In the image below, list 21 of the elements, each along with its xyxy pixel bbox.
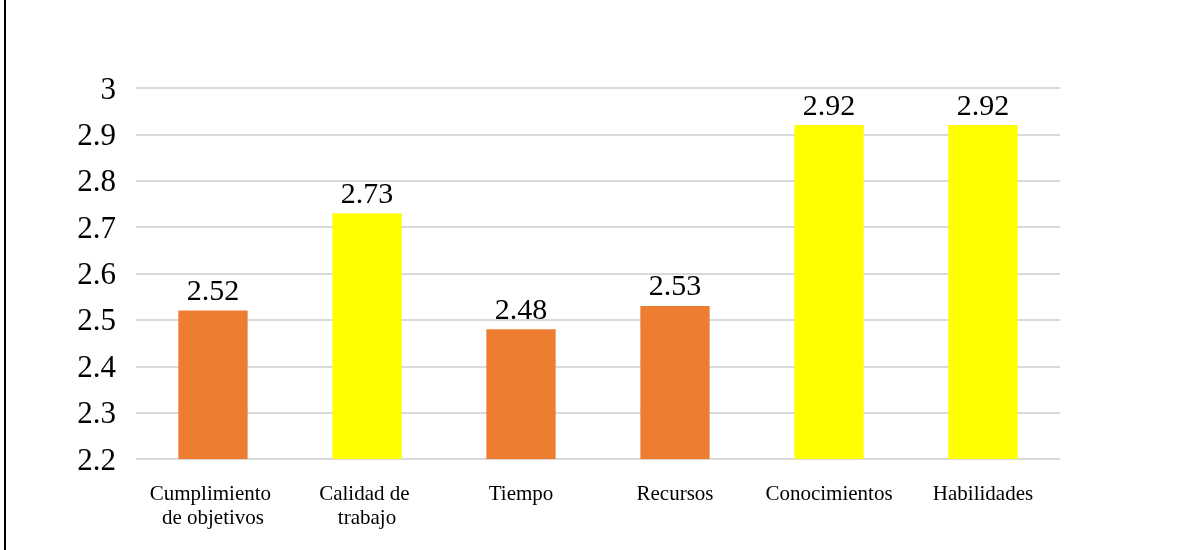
y-tick-label: 2.6 [77,256,116,291]
data-label: 2.52 [186,273,240,307]
y-tick-label: 2.9 [77,116,116,152]
data-label: 2.53 [648,268,702,302]
x-tick-label: Habilidades [932,481,1034,505]
y-tick-label: 2.2 [77,441,116,477]
data-label: 2.48 [494,291,548,325]
x-tick-label: Tiempo [488,481,554,505]
y-tick-label: 2.7 [77,209,116,245]
x-tick-label: Recursos [636,481,714,505]
y-tick-label: 3 [100,70,116,106]
y-tick-label: 2.3 [77,395,116,431]
x-tick-label: Conocimientos [765,481,893,505]
x-tick-label: Cumplimiento de objetivos [149,481,277,529]
data-label: 2.92 [956,87,1010,121]
y-tick-label: 2.4 [77,348,117,384]
x-tick-label: Calidad de trabajo [319,481,415,529]
y-tick-label: 2.5 [77,302,116,338]
y-tick-label: 2.8 [77,163,116,199]
data-label: 2.92 [802,87,856,121]
data-label: 2.73 [340,175,394,209]
